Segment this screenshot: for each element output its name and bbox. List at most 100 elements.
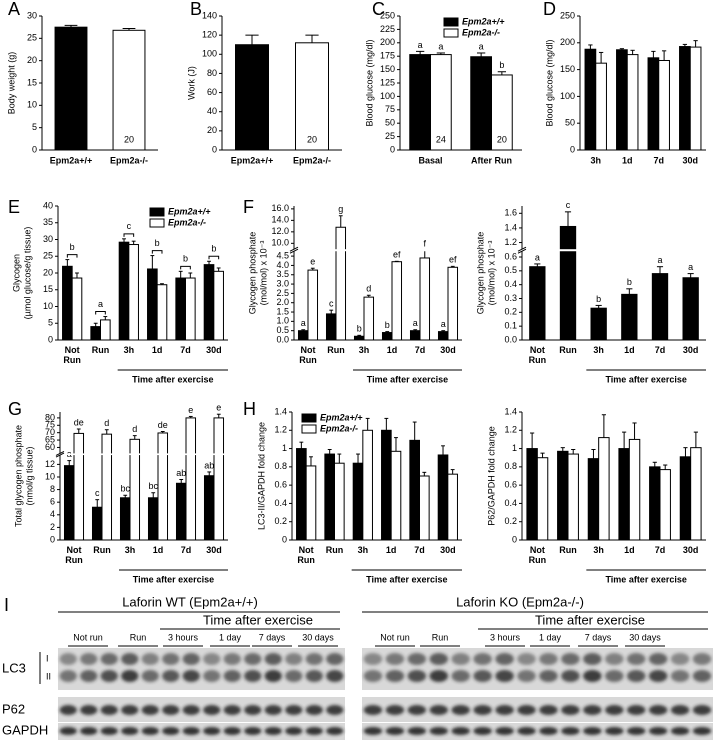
band bbox=[495, 727, 514, 735]
band bbox=[223, 727, 241, 735]
y-tick-label: 0.6 bbox=[504, 480, 517, 490]
y-tick-label: 0 bbox=[570, 144, 575, 154]
bracket bbox=[95, 311, 106, 315]
break-mark bbox=[517, 246, 527, 252]
y-tick-label: 0.2 bbox=[504, 307, 517, 317]
y-tick-label: 0 bbox=[390, 144, 395, 154]
band bbox=[141, 705, 159, 715]
y-tick-label: 2.5 bbox=[276, 288, 289, 298]
band bbox=[121, 670, 139, 682]
y-tick-label: 40 bbox=[207, 106, 217, 116]
bar bbox=[437, 454, 449, 541]
x-tick-label: 7d bbox=[414, 545, 425, 555]
band bbox=[59, 705, 77, 715]
y-tick-label: 200 bbox=[380, 37, 395, 47]
significance-label: d bbox=[366, 284, 371, 294]
y-tick-label: 35 bbox=[43, 217, 53, 227]
band bbox=[285, 727, 303, 735]
y-tick-label: 150 bbox=[560, 64, 575, 74]
band bbox=[326, 670, 344, 682]
y-axis-label: (µmol glucose/g tissue) bbox=[22, 227, 32, 320]
y-tick-label: 75 bbox=[45, 420, 55, 430]
significance-label: a bbox=[301, 318, 306, 328]
x-tick-label: 30d bbox=[683, 545, 699, 555]
band bbox=[326, 727, 344, 735]
y-tick-label: 1 bbox=[282, 443, 287, 453]
y-tick-label: 0 bbox=[48, 334, 53, 344]
bar bbox=[390, 450, 402, 541]
band bbox=[385, 653, 405, 665]
x-tick-label: Not Run bbox=[529, 545, 547, 565]
band bbox=[182, 727, 200, 735]
bar bbox=[353, 335, 365, 341]
y-axis-label: Blood glucose (mg/dl) bbox=[364, 39, 374, 126]
y-axis-label: Glycogen phosphate bbox=[247, 232, 257, 315]
blot-subtitle: Time after exercise bbox=[535, 612, 645, 627]
x-axis-label: Time after exercise bbox=[366, 574, 447, 584]
bar bbox=[689, 46, 702, 151]
bar bbox=[557, 450, 569, 541]
axis-break bbox=[290, 249, 464, 252]
significance-label: c bbox=[95, 488, 100, 498]
x-tick-label: 7d bbox=[180, 345, 191, 355]
significance-label: c bbox=[329, 299, 334, 309]
band bbox=[627, 670, 646, 682]
significance-label: ef bbox=[393, 250, 401, 260]
membrane bbox=[362, 723, 713, 740]
y-tick-label: 0 bbox=[512, 534, 517, 544]
y-tick-label: 175 bbox=[380, 51, 395, 61]
legend-label: Epm2a-/- bbox=[168, 217, 206, 227]
y-tick-label: 80 bbox=[45, 412, 55, 422]
band bbox=[429, 727, 448, 735]
row-label: P62 bbox=[2, 701, 25, 716]
panel-label: A bbox=[8, 0, 20, 19]
y-tick-label: 6 bbox=[50, 497, 55, 507]
bar bbox=[90, 326, 102, 341]
bar bbox=[305, 465, 317, 541]
band bbox=[670, 705, 690, 715]
lane-label: 30 days bbox=[629, 632, 661, 642]
bar bbox=[101, 433, 113, 541]
x-tick-label: 3h bbox=[358, 545, 369, 555]
y-tick-label: 3.5 bbox=[276, 269, 289, 279]
bar bbox=[447, 266, 459, 341]
y-axis-label: Work (J) bbox=[186, 66, 196, 100]
bar bbox=[203, 264, 215, 341]
y-tick-label: 1.0 bbox=[276, 316, 289, 326]
band bbox=[561, 653, 580, 665]
band bbox=[223, 653, 241, 665]
band bbox=[473, 705, 492, 715]
band bbox=[264, 727, 282, 735]
significance-label: c bbox=[566, 200, 571, 210]
band bbox=[495, 670, 514, 682]
y-tick-label: 225 bbox=[380, 24, 395, 34]
bar bbox=[658, 59, 670, 151]
bar bbox=[100, 319, 111, 341]
y-tick-label: 20 bbox=[27, 55, 37, 65]
band bbox=[605, 653, 624, 665]
band bbox=[244, 705, 262, 715]
band bbox=[605, 705, 624, 715]
lane-label: 1 day bbox=[219, 632, 242, 642]
y-tick-label: 60 bbox=[207, 87, 217, 97]
panel-label: G bbox=[8, 399, 22, 419]
y-axis-label: (mol/mol) x 10⁻³ bbox=[486, 241, 496, 306]
bar bbox=[536, 457, 549, 541]
band bbox=[385, 705, 405, 715]
x-tick-label: 1d bbox=[624, 545, 635, 555]
y-tick-label: 0.3 bbox=[504, 293, 517, 303]
bracket bbox=[151, 250, 163, 254]
break-mark bbox=[517, 248, 527, 254]
blot-subtitle: Time after exercise bbox=[203, 612, 313, 627]
lane-label: Run bbox=[130, 632, 147, 642]
y-tick-label: 1.4 bbox=[504, 406, 517, 416]
bar bbox=[649, 466, 661, 541]
panel-label: D bbox=[543, 0, 556, 19]
bar bbox=[62, 265, 73, 341]
x-tick-label: Epm2a-/- bbox=[293, 155, 331, 165]
bar bbox=[529, 266, 546, 341]
bar bbox=[54, 26, 88, 151]
band bbox=[583, 727, 602, 735]
x-tick-label: 7d bbox=[653, 155, 664, 165]
bar bbox=[598, 437, 610, 541]
